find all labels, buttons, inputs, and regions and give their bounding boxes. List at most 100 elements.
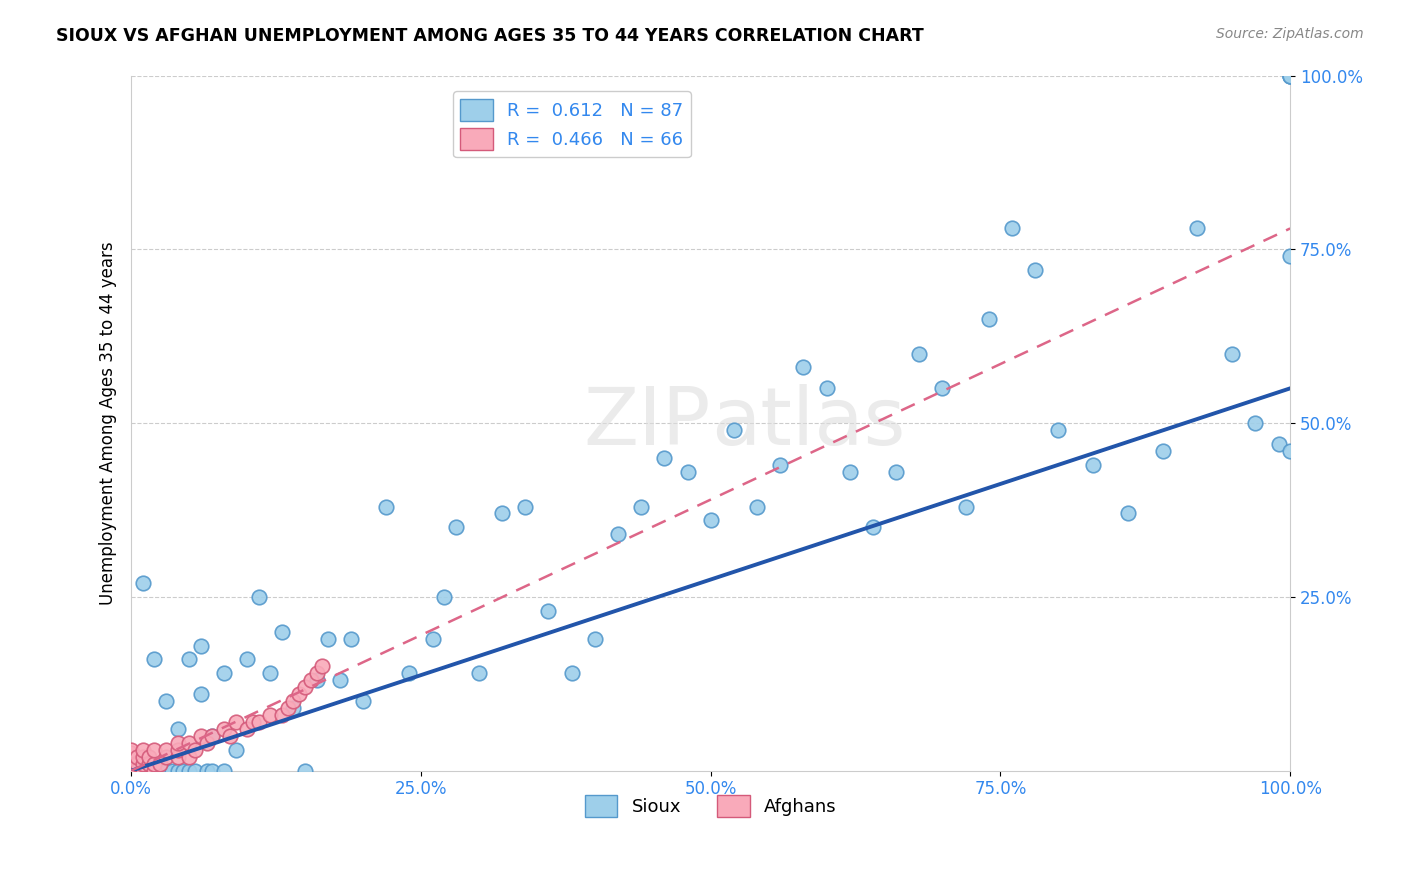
Point: [120, 764, 142, 778]
Point: [931, 381, 953, 395]
Point: [125, 764, 148, 778]
Point: [149, 764, 172, 778]
Legend: Sioux, Afghans: Sioux, Afghans: [578, 788, 844, 824]
Point: [155, 764, 177, 778]
Point: [143, 764, 166, 778]
Point: [179, 764, 201, 778]
Point: [352, 694, 374, 708]
Point: [1047, 423, 1070, 437]
Point: [166, 722, 188, 736]
Point: [288, 687, 311, 701]
Point: [225, 743, 247, 757]
Point: [125, 764, 148, 778]
Point: [143, 743, 166, 757]
Point: [1279, 69, 1302, 83]
Point: [769, 458, 792, 472]
Point: [329, 673, 352, 688]
Point: [277, 701, 299, 715]
Point: [201, 764, 224, 778]
Point: [1279, 444, 1302, 458]
Point: [1116, 507, 1139, 521]
Point: [120, 764, 142, 778]
Point: [120, 764, 142, 778]
Point: [120, 764, 142, 778]
Point: [132, 749, 155, 764]
Point: [160, 764, 183, 778]
Point: [398, 666, 420, 681]
Point: [340, 632, 363, 646]
Point: [166, 749, 188, 764]
Point: [125, 764, 148, 778]
Point: [212, 764, 235, 778]
Point: [184, 743, 207, 757]
Point: [143, 756, 166, 771]
Point: [1024, 263, 1046, 277]
Point: [247, 714, 270, 729]
Point: [132, 764, 155, 778]
Point: [745, 500, 768, 514]
Point: [271, 624, 294, 639]
Text: SIOUX VS AFGHAN UNEMPLOYMENT AMONG AGES 35 TO 44 YEARS CORRELATION CHART: SIOUX VS AFGHAN UNEMPLOYMENT AMONG AGES …: [56, 27, 924, 45]
Point: [247, 590, 270, 604]
Point: [184, 764, 207, 778]
Point: [138, 756, 160, 771]
Text: atlas: atlas: [710, 384, 905, 462]
Point: [225, 714, 247, 729]
Point: [190, 729, 212, 743]
Point: [201, 729, 224, 743]
Point: [515, 500, 537, 514]
Point: [195, 764, 218, 778]
Point: [125, 749, 148, 764]
Point: [630, 500, 652, 514]
Point: [1187, 221, 1209, 235]
Point: [138, 749, 160, 764]
Point: [179, 652, 201, 666]
Point: [862, 520, 884, 534]
Point: [190, 687, 212, 701]
Point: [375, 500, 398, 514]
Point: [283, 701, 305, 715]
Point: [977, 311, 1000, 326]
Point: [1267, 437, 1289, 451]
Point: [654, 450, 676, 465]
Point: [120, 749, 142, 764]
Point: [468, 666, 491, 681]
Point: [294, 764, 316, 778]
Point: [792, 360, 814, 375]
Point: [311, 659, 333, 673]
Point: [143, 764, 166, 778]
Text: Source: ZipAtlas.com: Source: ZipAtlas.com: [1216, 27, 1364, 41]
Point: [218, 729, 240, 743]
Point: [120, 764, 142, 778]
Point: [120, 764, 142, 778]
Point: [155, 764, 177, 778]
Point: [166, 743, 188, 757]
Point: [143, 652, 166, 666]
Point: [166, 764, 188, 778]
Point: [179, 736, 201, 750]
Point: [120, 756, 142, 771]
Point: [294, 680, 316, 694]
Point: [120, 764, 142, 778]
Point: [195, 736, 218, 750]
Point: [236, 722, 259, 736]
Point: [433, 590, 456, 604]
Point: [299, 673, 322, 688]
Point: [120, 764, 142, 778]
Point: [259, 666, 281, 681]
Point: [305, 666, 328, 681]
Point: [1279, 69, 1302, 83]
Point: [316, 632, 339, 646]
Point: [120, 756, 142, 771]
Y-axis label: Unemployment Among Ages 35 to 44 years: Unemployment Among Ages 35 to 44 years: [100, 242, 117, 605]
Point: [190, 639, 212, 653]
Point: [120, 764, 142, 778]
Point: [561, 666, 583, 681]
Point: [132, 743, 155, 757]
Point: [155, 694, 177, 708]
Point: [491, 507, 513, 521]
Point: [120, 756, 142, 771]
Point: [305, 673, 328, 688]
Point: [120, 760, 142, 774]
Point: [1152, 444, 1174, 458]
